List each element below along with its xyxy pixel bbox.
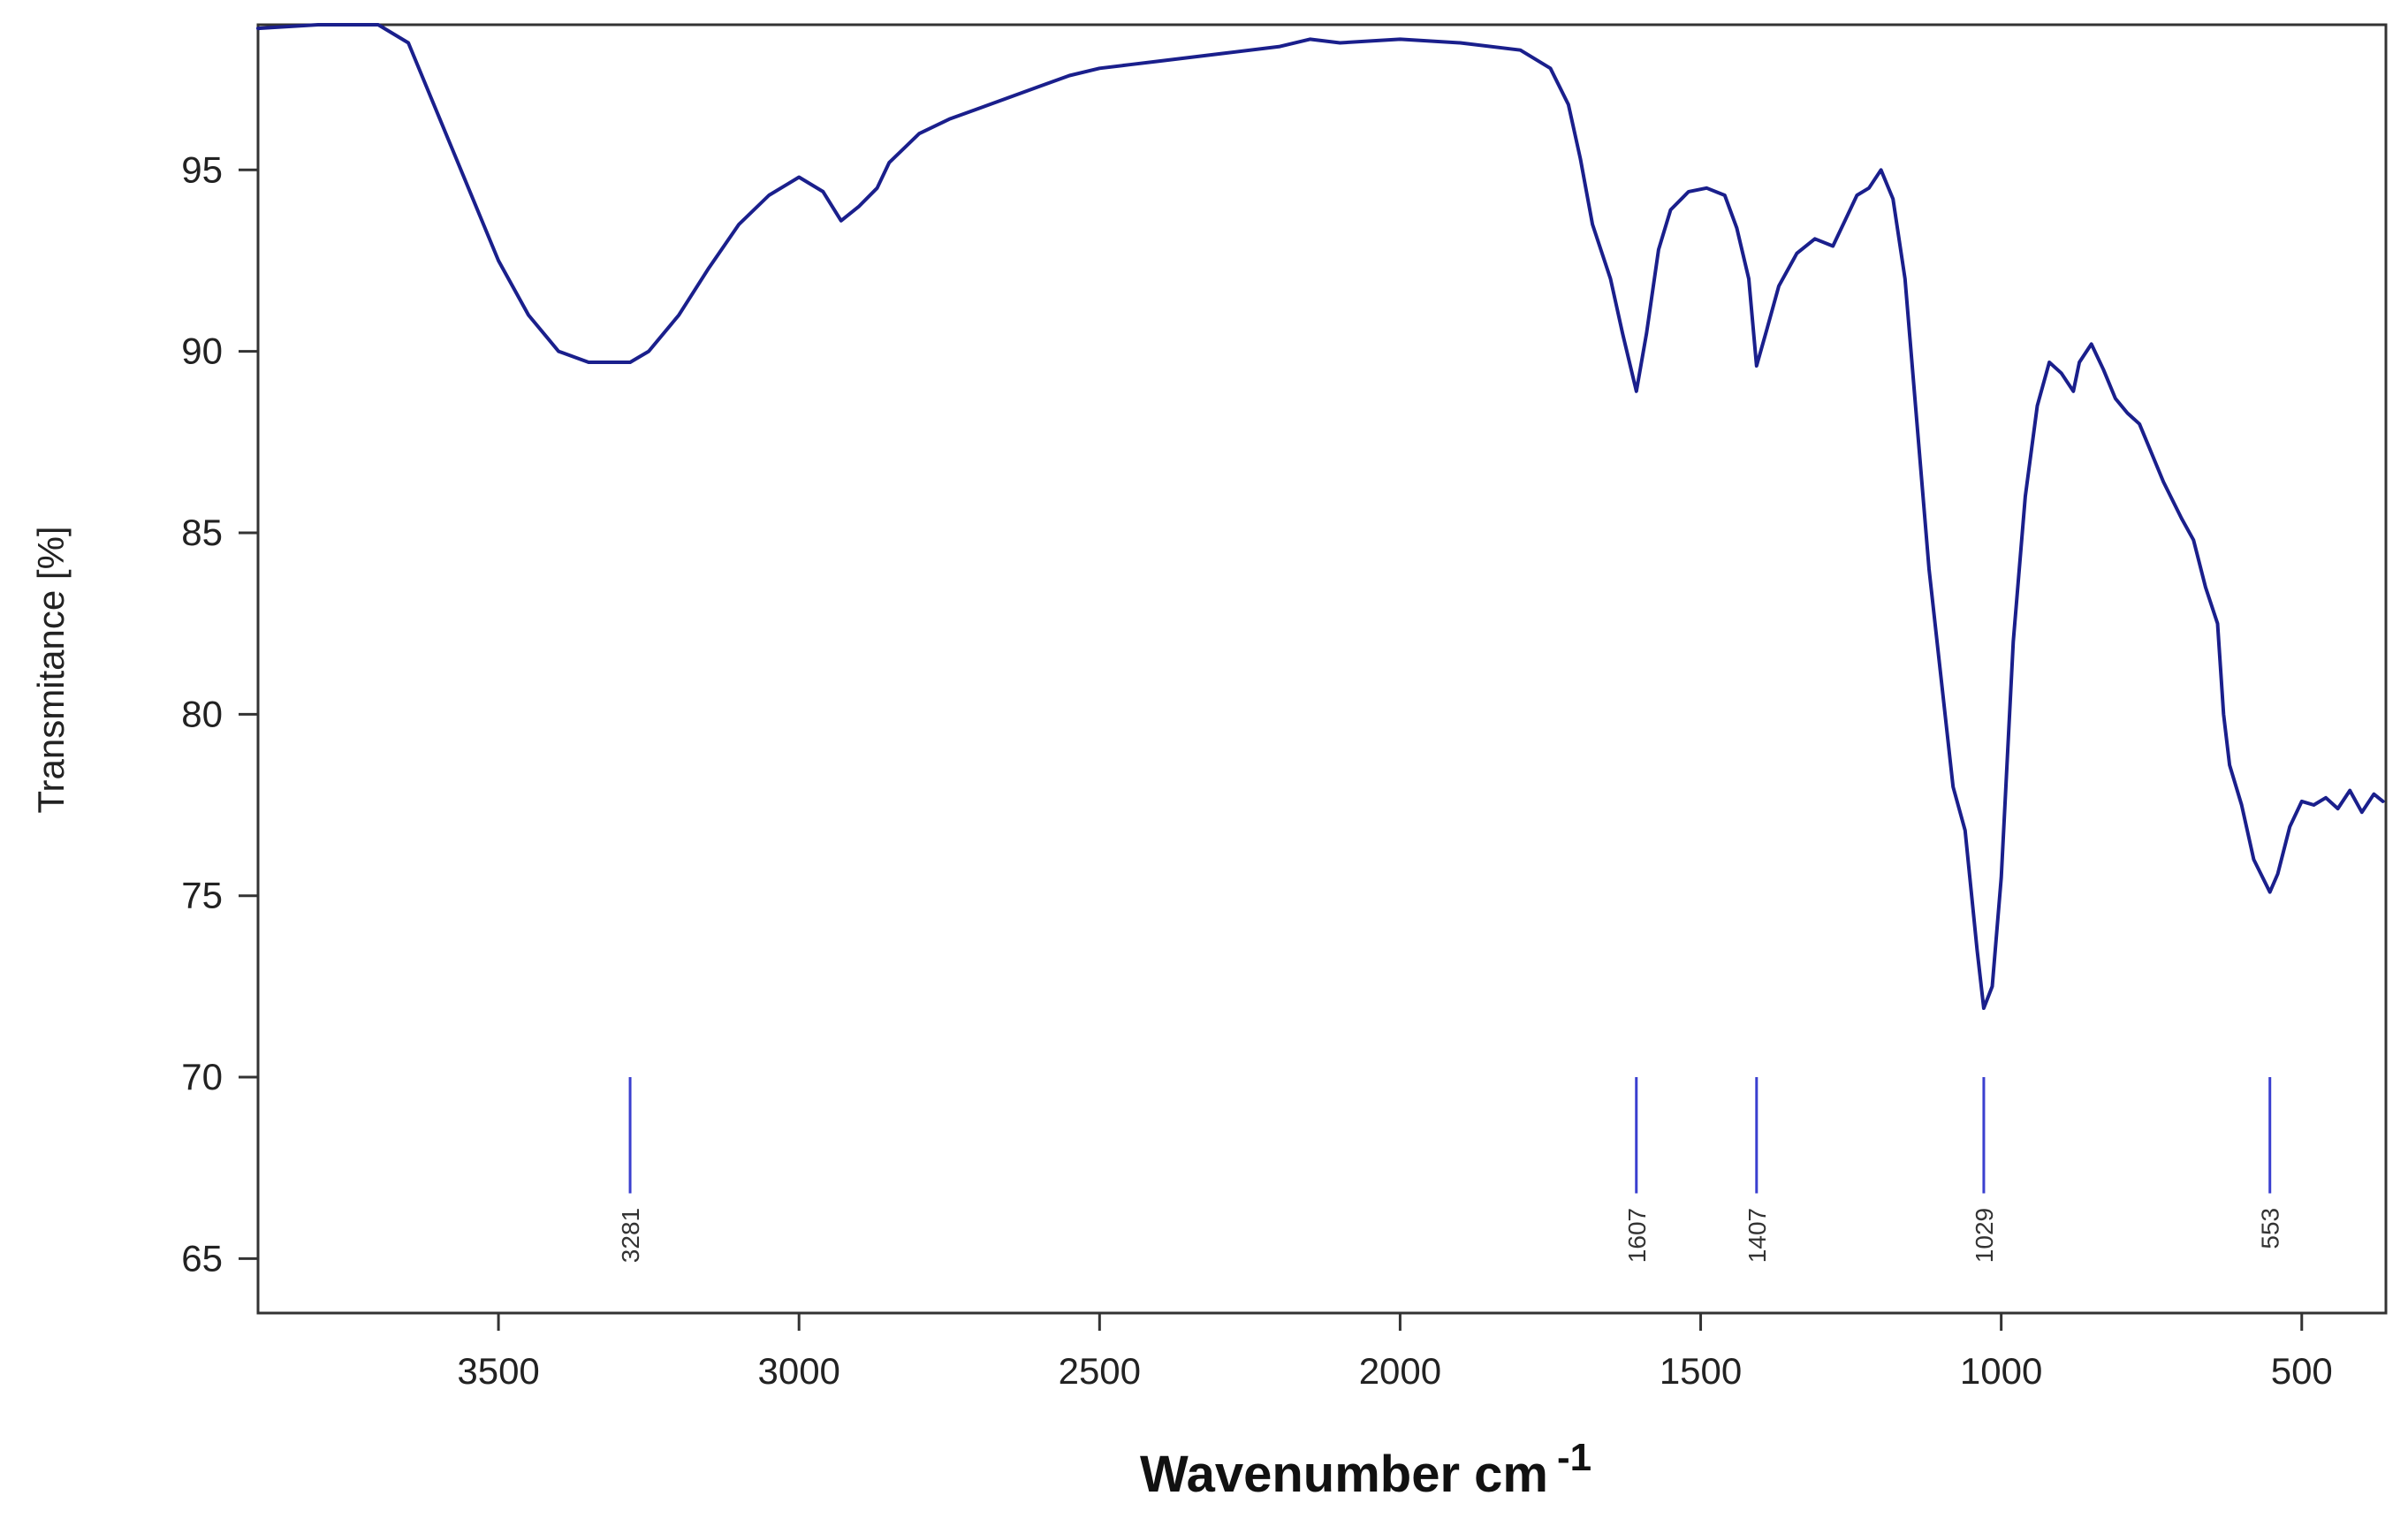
- x-tick-label: 2000: [1359, 1350, 1441, 1392]
- x-tick-label: 3000: [757, 1350, 839, 1392]
- y-tick-label: 85: [181, 512, 223, 553]
- y-axis-label: Transmitance [%]: [30, 526, 72, 813]
- x-tick-label: 1500: [1660, 1350, 1742, 1392]
- x-axis-label: Wavenumber cm -1: [1140, 1436, 1591, 1503]
- y-axis: 65 70 75 80 85 90 95: [181, 148, 258, 1279]
- y-tick-label: 90: [181, 330, 223, 372]
- x-tick-label: 2500: [1059, 1350, 1141, 1392]
- x-tick-label: 1000: [1960, 1350, 2042, 1392]
- y-tick-label: 70: [181, 1056, 223, 1097]
- y-tick-label: 80: [181, 693, 223, 734]
- peak-label: 1029: [1971, 1208, 1998, 1263]
- peak-label: 553: [2257, 1208, 2284, 1249]
- peak-label: 1607: [1623, 1208, 1651, 1263]
- x-tick-label: 500: [2271, 1350, 2333, 1392]
- peak-label: 3281: [617, 1208, 644, 1263]
- peak-label: 1407: [1743, 1208, 1771, 1263]
- y-tick-label: 65: [181, 1237, 223, 1279]
- x-axis-label-superscript: -1: [1557, 1436, 1591, 1479]
- y-tick-label: 75: [181, 875, 223, 916]
- plot-frame: [256, 23, 2388, 1315]
- x-axis-label-text: Wavenumber cm: [1140, 1446, 1548, 1503]
- x-axis: 3500 3000 2500 2000 1500 1000 500: [457, 1313, 2333, 1392]
- peak-markers: 3281 1607 1407 1029 553: [617, 1077, 2284, 1263]
- spectrum-line: [256, 23, 2385, 1010]
- x-tick-label: 3500: [457, 1350, 539, 1392]
- y-tick-label: 95: [181, 148, 223, 190]
